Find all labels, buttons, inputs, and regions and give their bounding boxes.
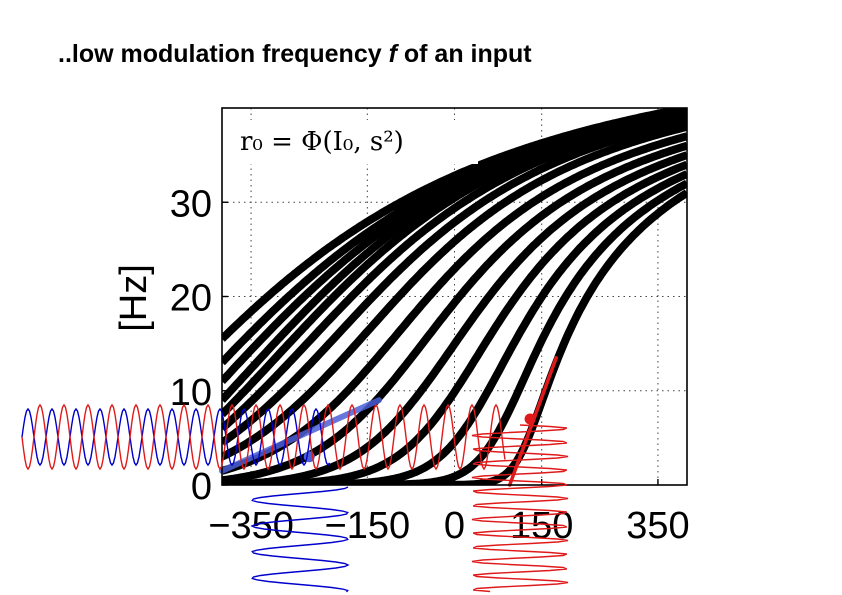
title-text-pre: ..low modulation frequency xyxy=(58,40,389,68)
operating-point-red xyxy=(524,413,536,425)
formula-annotation: r₀ = Φ(I₀, s²) xyxy=(240,127,404,157)
y-tick-label: 10 xyxy=(170,372,212,414)
rate-curve xyxy=(222,151,687,485)
rate-curve xyxy=(222,116,687,446)
input-signal-blue xyxy=(21,407,331,467)
y-axis-label: [Hz] xyxy=(113,264,155,332)
rate-curve xyxy=(222,122,687,461)
output-signal-red xyxy=(471,424,569,593)
y-tick-label: 0 xyxy=(191,466,212,508)
rate-curve xyxy=(222,108,687,342)
slide-title: ..low modulation frequency f of an input xyxy=(58,40,532,69)
x-tick-label: 0 xyxy=(444,505,465,547)
input-signal-red xyxy=(21,403,506,471)
rate-curve xyxy=(222,160,687,485)
operating-point-overlays xyxy=(219,356,558,487)
signal-traces xyxy=(21,403,569,593)
x-tick-label: 350 xyxy=(626,505,689,547)
formula-background xyxy=(228,120,478,164)
operating-slope-blue xyxy=(219,397,382,474)
y-tick-label: 30 xyxy=(170,183,212,225)
rate-curve xyxy=(222,141,687,485)
output-signal-blue xyxy=(250,486,350,593)
title-text-post: of an input xyxy=(396,40,532,68)
y-tick-label: 20 xyxy=(170,278,212,320)
title-frequency-variable: f xyxy=(388,40,397,68)
x-tick-label: −150 xyxy=(325,505,411,547)
rate-curve xyxy=(222,179,687,485)
rate-curve xyxy=(222,110,687,432)
